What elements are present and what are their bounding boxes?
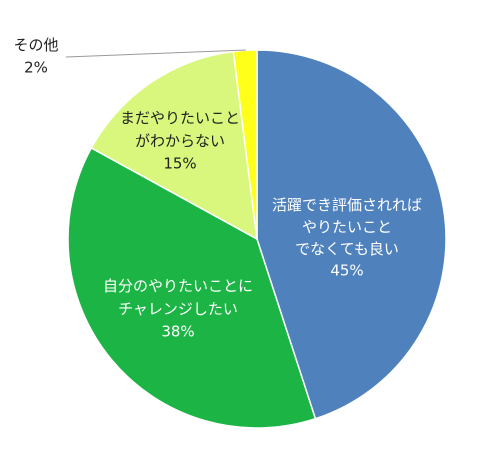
pie-slice <box>67 146 317 429</box>
pie-slice <box>90 50 258 241</box>
slice-label: まだやりたいことがわからない <box>120 109 240 150</box>
label-line: 自分のやりたいことに <box>103 277 253 295</box>
slice-label: 活躍でき評価されればやりたいことでなくても良い <box>272 196 422 258</box>
label-line: でなくても良い <box>295 240 399 258</box>
slice-label: 自分のやりたいことにチャレンジしたい <box>103 277 253 318</box>
label-line: チャレンジしたい <box>118 300 238 318</box>
pie-slice <box>256 49 447 420</box>
value-label: 45% <box>330 262 363 280</box>
value-label: 38% <box>161 323 194 341</box>
label-line: やりたいこと <box>302 218 392 236</box>
label-line: がわからない <box>135 132 225 150</box>
value-label: 2% <box>24 59 48 77</box>
label-line: 活躍でき評価されれば <box>272 196 422 214</box>
label-line: まだやりたいこと <box>120 109 240 127</box>
label-line: その他 <box>13 36 58 54</box>
leader-line <box>65 49 247 58</box>
value-label: 15% <box>163 155 196 173</box>
slice-label: その他 <box>13 36 58 54</box>
